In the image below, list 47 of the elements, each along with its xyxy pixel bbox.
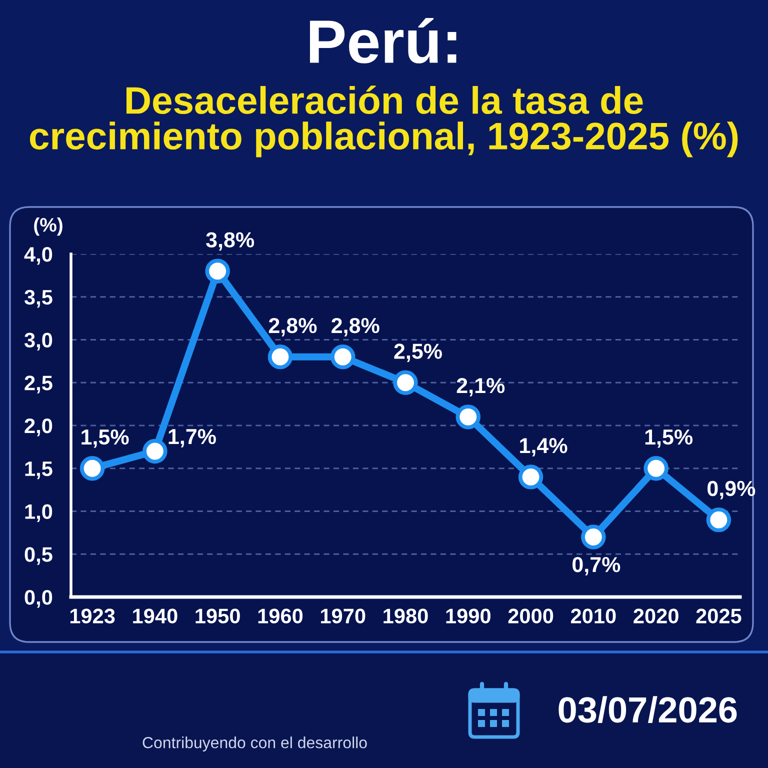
chart-subtitle: Desaceleración de la tasa de crecimiento poblacional, 1923-2025 (%): [30, 86, 738, 158]
x-tick-label: 1960: [258, 608, 303, 624]
point: [456, 404, 480, 430]
point: [518, 464, 544, 490]
point: [205, 258, 230, 284]
y-tick-label: 1,0: [25, 504, 52, 522]
y-tick-label: 0,5: [24, 547, 52, 565]
text: Contribuyendo con el desarrollo: [142, 736, 367, 752]
chart-title: Perú:: [310, 18, 456, 64]
point: [393, 370, 418, 395]
data-label: 1,7%: [168, 429, 216, 448]
point: [80, 456, 105, 481]
point: [142, 438, 168, 464]
x-tick-label: 2025: [696, 608, 742, 624]
data-label: 1,5%: [82, 429, 129, 448]
point: [706, 507, 732, 532]
point: [330, 344, 356, 370]
data-label: 0,9%: [708, 480, 756, 500]
x-tick-label: 2020: [634, 608, 678, 624]
data-label: 1,4%: [520, 438, 568, 456]
data-label: 2,1%: [456, 378, 505, 396]
text: 03/07/2026: [558, 696, 737, 724]
point: [581, 524, 606, 550]
x-tick-label: 1950: [196, 608, 240, 624]
data-label: 2,5%: [394, 344, 442, 362]
data-label: 2,8%: [332, 318, 380, 336]
point: [268, 344, 293, 370]
y-axis-title: (%): [34, 217, 62, 236]
point: [644, 456, 668, 481]
x-tick-label: 1923: [70, 608, 115, 624]
y-tick-label: 0,0: [24, 590, 52, 608]
data-label: 2,8%: [268, 318, 317, 336]
y-tick-label: 4,0: [24, 247, 52, 265]
x-tick-label: 1980: [384, 608, 428, 624]
data-label: 3,8%: [206, 232, 254, 251]
x-tick-label: 1990: [446, 608, 490, 624]
y-tick-label: 1,5: [25, 462, 52, 480]
data-label: 1,5%: [645, 429, 693, 448]
x-tick-label: 2010: [570, 608, 616, 624]
data-label: 0,7%: [572, 556, 620, 576]
y-tick-label: 2,0: [24, 418, 52, 436]
y-tick-label: 2,5: [24, 376, 52, 394]
y-tick-label: 3,5: [24, 290, 52, 308]
x-tick-label: 1970: [321, 608, 366, 624]
x-tick-label: 1940: [133, 608, 178, 624]
y-tick-label: 3,0: [24, 332, 52, 351]
x-tick-label: 2000: [508, 608, 554, 624]
